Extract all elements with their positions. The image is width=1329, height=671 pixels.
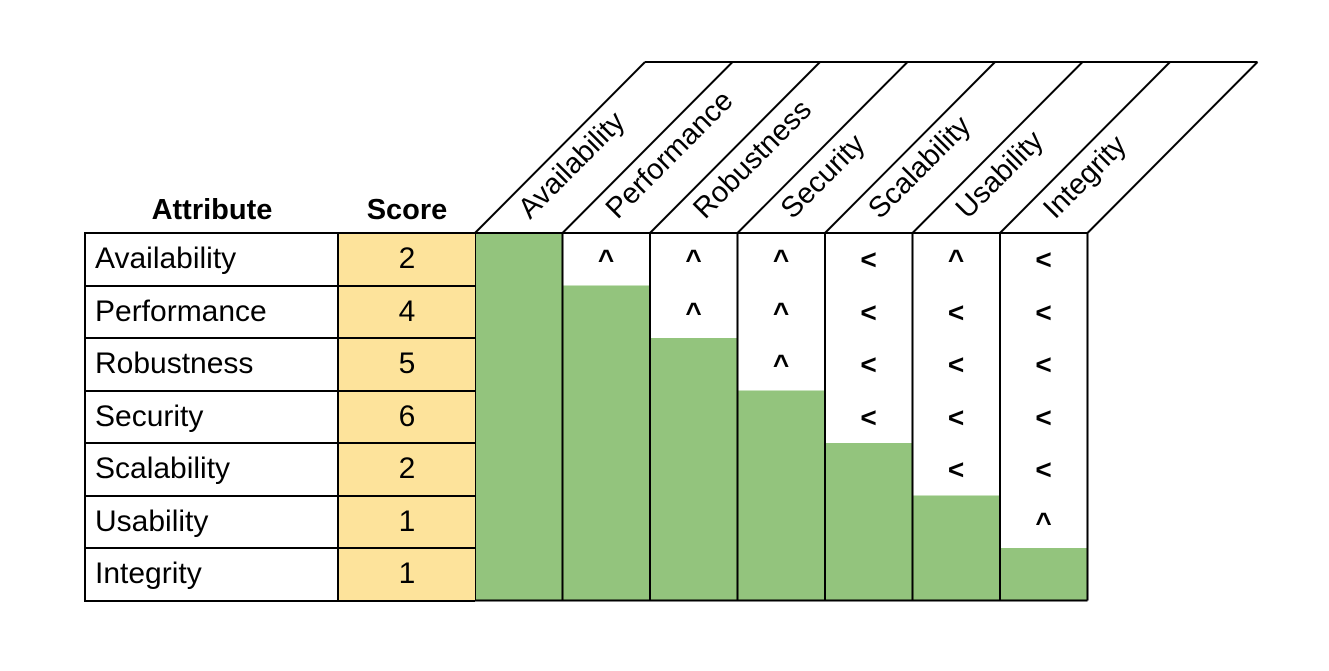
slanted-header-line xyxy=(474,61,646,234)
score-cell: 4 xyxy=(339,285,475,338)
diagonal-fill xyxy=(562,285,650,601)
score-cell: 6 xyxy=(339,390,475,443)
attribute-cell: Performance xyxy=(85,285,339,338)
attribute-cell: Integrity xyxy=(85,548,339,601)
attribute-header: Attribute xyxy=(151,194,273,226)
row-divider xyxy=(85,232,475,234)
attribute-cell: Usability xyxy=(85,495,339,548)
attribute-cell: Security xyxy=(85,390,339,443)
column-divider xyxy=(84,232,86,602)
less-than-icon: < xyxy=(947,296,965,328)
caret-up-icon: ^ xyxy=(947,244,965,275)
diagonal-fill xyxy=(737,390,825,601)
diagonal-fill xyxy=(912,495,1000,601)
slanted-header-line xyxy=(824,61,996,234)
caret-up-icon: ^ xyxy=(597,244,615,275)
caret-up-icon: ^ xyxy=(772,349,790,380)
attribute-cell: Availability xyxy=(85,233,339,286)
column-divider xyxy=(337,232,339,602)
caret-up-icon: ^ xyxy=(685,244,702,275)
score-cell: 1 xyxy=(339,548,475,601)
caret-up-icon: ^ xyxy=(1035,506,1052,538)
diagonal-fill xyxy=(825,443,913,601)
score-cell: 2 xyxy=(339,233,475,286)
score-cell: 5 xyxy=(339,338,475,391)
less-than-icon: < xyxy=(860,296,877,328)
row-divider xyxy=(85,442,475,444)
column-header-label: Integrity xyxy=(1037,129,1133,225)
less-than-icon: < xyxy=(947,349,965,380)
row-divider xyxy=(85,284,475,287)
less-than-icon: < xyxy=(947,401,965,433)
score-cell: 2 xyxy=(339,443,475,496)
row-divider xyxy=(85,389,475,392)
slanted-header-line xyxy=(736,61,909,234)
less-than-icon: < xyxy=(860,244,877,275)
slanted-header-line xyxy=(561,61,734,234)
caret-up-icon: ^ xyxy=(772,296,790,328)
score-header: Score xyxy=(366,194,448,226)
attribute-cell: Robustness xyxy=(85,338,339,391)
slanted-header-line xyxy=(911,61,1084,234)
row-divider xyxy=(85,599,475,602)
less-than-icon: < xyxy=(1035,244,1052,275)
row-divider xyxy=(85,494,475,497)
row-divider xyxy=(85,337,475,339)
diagonal-fill xyxy=(650,338,738,601)
slanted-header-line xyxy=(649,61,821,234)
less-than-icon: < xyxy=(1035,349,1052,380)
caret-up-icon: ^ xyxy=(772,244,790,275)
score-cell: 1 xyxy=(339,495,475,548)
less-than-icon: < xyxy=(947,454,965,485)
row-divider xyxy=(85,547,475,549)
less-than-icon: < xyxy=(860,349,877,380)
caret-up-icon: ^ xyxy=(685,296,702,328)
less-than-icon: < xyxy=(1035,401,1052,433)
attribute-cell: Scalability xyxy=(85,443,339,496)
slanted-header-line xyxy=(1086,61,1259,234)
less-than-icon: < xyxy=(860,401,877,433)
diagonal-fill xyxy=(475,233,563,601)
less-than-icon: < xyxy=(1035,454,1052,485)
less-than-icon: < xyxy=(1035,296,1052,328)
diagonal-fill xyxy=(1000,548,1088,601)
slanted-header-line xyxy=(999,61,1171,234)
